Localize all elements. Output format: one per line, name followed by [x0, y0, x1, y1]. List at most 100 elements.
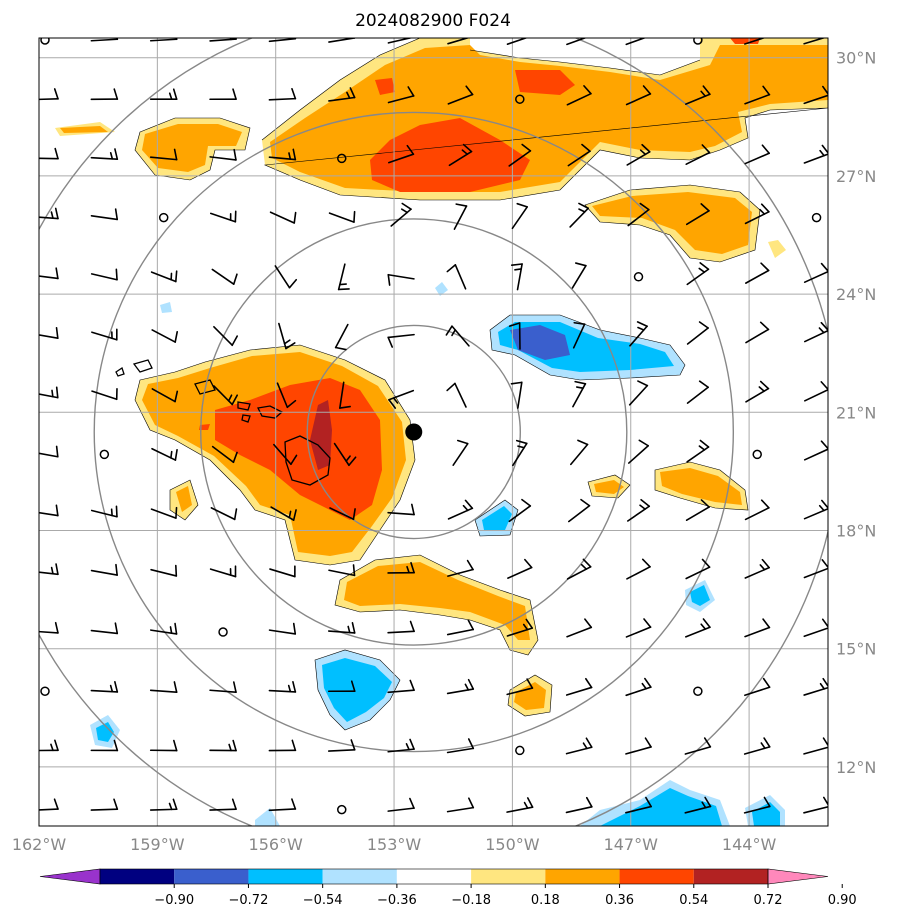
map-frame — [38, 37, 829, 827]
wind-barb — [744, 558, 770, 579]
latitude-label: 30°N — [836, 49, 876, 68]
wind-barb — [39, 88, 59, 101]
longitude-label: 147°W — [604, 835, 659, 854]
positive-anomaly-fields — [55, 38, 828, 716]
wind-barb — [448, 143, 473, 167]
wind-barb — [445, 325, 470, 347]
wind-barb — [268, 87, 297, 101]
wind-barb — [209, 798, 237, 811]
colorbar-tick-label: −0.36 — [377, 893, 417, 908]
wind-barb — [387, 561, 415, 574]
wind-barb — [268, 798, 297, 812]
latitude-label: 21°N — [836, 403, 876, 422]
wind-barb — [625, 38, 647, 46]
wind-barb — [626, 143, 651, 166]
wind-barb — [803, 796, 828, 814]
wind-barb — [387, 86, 415, 104]
wind-barb — [390, 202, 412, 227]
wind-barb — [39, 327, 59, 339]
wind-barb — [566, 558, 592, 580]
wind-barb — [744, 38, 767, 45]
colorbar: −0.90 −0.72 −0.54 −0.36 −0.18 0.18 0.36 0.54 0.7… — [39, 868, 857, 908]
wind-barb — [387, 333, 415, 348]
wind-barb — [506, 678, 534, 696]
wind-barb — [745, 321, 770, 344]
longitude-label: 144°W — [722, 835, 777, 854]
colorbar-tick-label: −0.90 — [154, 893, 194, 908]
calm-wind-marker — [515, 745, 525, 756]
wind-barb — [90, 622, 119, 635]
wind-barb — [745, 380, 770, 403]
colorbar-tick-label: −0.54 — [303, 893, 343, 908]
wind-barb — [268, 38, 297, 43]
wind-barb — [149, 739, 178, 752]
wind-barb — [446, 382, 467, 408]
wind-barb — [328, 210, 356, 223]
wind-barb — [39, 445, 59, 458]
wind-barb — [149, 798, 178, 811]
wind-barb — [686, 262, 710, 286]
wind-barb — [508, 322, 521, 350]
wind-barb — [744, 618, 771, 638]
wind-barb — [510, 263, 523, 291]
wind-barb — [447, 499, 474, 520]
longitude-label: 153°W — [367, 835, 422, 854]
wind-barb — [686, 380, 709, 404]
negative-anomaly-fields — [90, 282, 785, 826]
map-area — [39, 38, 828, 826]
calm-wind-marker — [218, 627, 228, 637]
latitude-label: 15°N — [836, 640, 876, 659]
calm-wind-marker — [752, 449, 762, 460]
wind-barb — [571, 262, 587, 289]
wind-barb — [803, 262, 828, 283]
wind-barb — [388, 389, 415, 409]
wind-barb — [568, 498, 591, 523]
range-ring — [306, 324, 521, 540]
wind-barb — [91, 388, 118, 401]
wind-barb — [90, 563, 118, 576]
wind-barb — [90, 505, 118, 518]
calm-wind-marker — [693, 38, 703, 45]
wind-barb — [90, 268, 118, 281]
wind-barb — [387, 503, 415, 516]
wind-barb — [213, 385, 238, 406]
wind-barb — [151, 388, 179, 403]
wind-barb — [625, 618, 652, 638]
wind-barb — [211, 445, 238, 464]
wind-barb — [151, 447, 178, 461]
calm-wind-marker — [337, 153, 347, 164]
latitude-label: 18°N — [836, 522, 876, 541]
calm-wind-marker — [515, 94, 525, 104]
wind-barb — [625, 85, 652, 106]
wind-barb — [150, 506, 178, 519]
calm-wind-marker — [633, 272, 644, 282]
wind-barb — [273, 443, 298, 466]
wind-barb — [270, 506, 297, 521]
wind-barb — [339, 381, 351, 409]
wind-barb — [90, 739, 119, 752]
wind-barb — [209, 739, 237, 752]
colorbar-segment — [693, 869, 768, 884]
wind-barb — [268, 739, 297, 752]
colorbar-segment — [248, 869, 323, 884]
wind-barb — [91, 328, 118, 341]
wind-barb — [90, 148, 119, 160]
wind-barb — [447, 85, 474, 105]
wind-barb — [329, 507, 356, 521]
wind-barb — [327, 680, 356, 693]
wind-barb — [90, 38, 119, 42]
wind-barb — [507, 558, 533, 579]
wind-barb — [149, 88, 178, 101]
wind-barb — [387, 797, 415, 812]
colorbar-segment — [545, 869, 620, 884]
colorbar-segment — [322, 869, 397, 884]
wind-barb — [625, 677, 652, 697]
calm-wind-marker — [811, 212, 822, 223]
wind-barb — [149, 148, 178, 161]
wind-barb — [685, 85, 711, 105]
latitude-labels: 30°N 27°N 24°N 21°N 18°N 15°N 12°N — [836, 49, 876, 777]
wind-barb — [629, 321, 648, 347]
wind-barb — [565, 796, 593, 814]
wind-barb — [744, 203, 770, 225]
wind-barb — [685, 144, 711, 166]
